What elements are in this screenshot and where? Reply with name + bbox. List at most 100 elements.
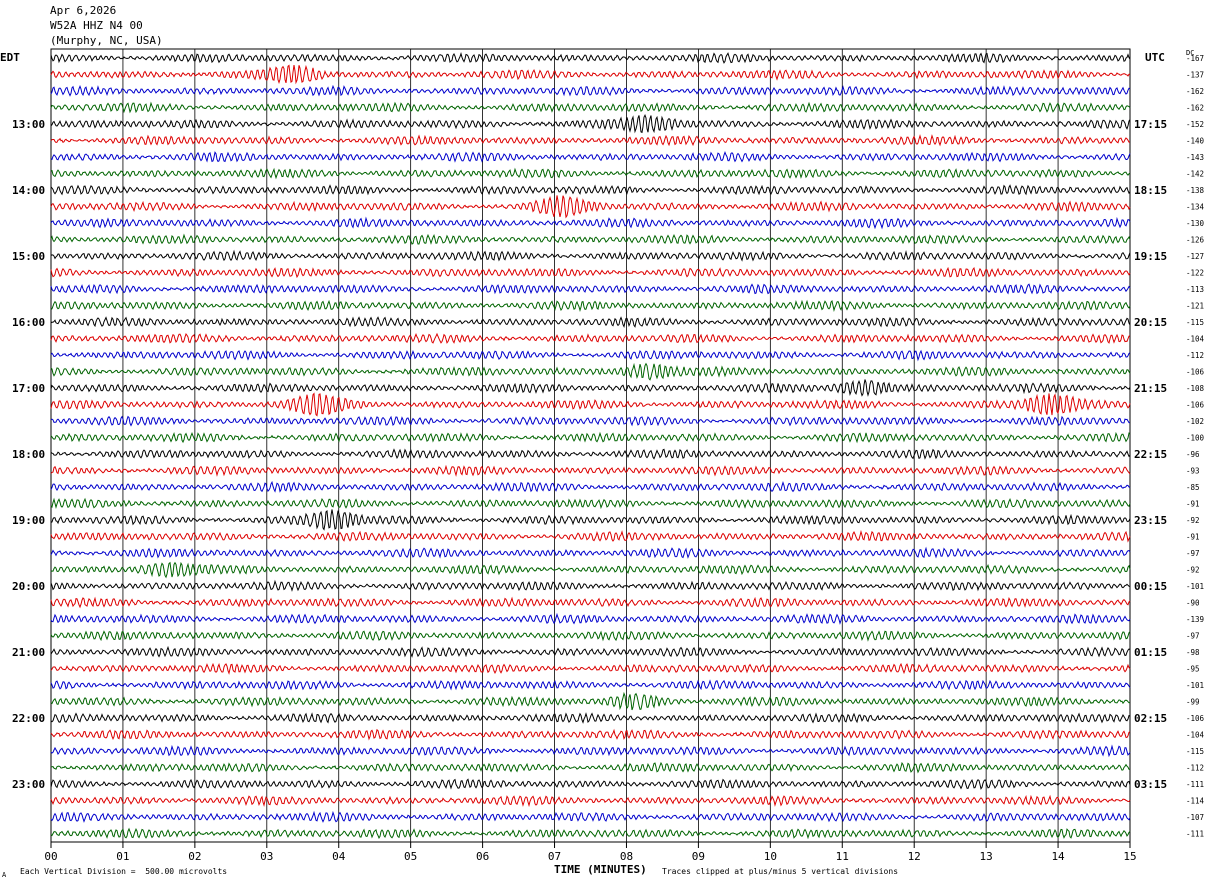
station-location: (Murphy, NC, USA) bbox=[50, 34, 163, 47]
x-tick-label: 02 bbox=[188, 850, 201, 863]
left-hour-label: 14:00 bbox=[12, 184, 45, 197]
x-tick-label: 04 bbox=[332, 850, 346, 863]
x-tick-label: 03 bbox=[260, 850, 273, 863]
seismic-trace bbox=[50, 134, 1131, 147]
seismic-trace bbox=[50, 332, 1131, 344]
dc-offset-label: -152 bbox=[1186, 120, 1204, 129]
seismic-trace bbox=[50, 84, 1131, 97]
right-hour-label: 00:15 bbox=[1134, 580, 1167, 593]
seismic-trace bbox=[50, 51, 1131, 64]
left-hour-label: 23:00 bbox=[12, 778, 45, 791]
dc-offset-label: -162 bbox=[1186, 104, 1204, 113]
dc-offset-label: -139 bbox=[1186, 615, 1204, 624]
seismic-trace bbox=[50, 529, 1131, 543]
clip-note: Traces clipped at plus/minus 5 vertical … bbox=[662, 867, 899, 876]
seismic-trace bbox=[50, 431, 1131, 444]
dc-offset-label: -143 bbox=[1186, 153, 1204, 162]
seismic-trace bbox=[50, 184, 1131, 196]
dc-label: DC bbox=[1186, 49, 1195, 57]
right-hour-label: 01:15 bbox=[1134, 646, 1167, 659]
seismic-trace bbox=[50, 216, 1131, 230]
right-hour-label: 21:15 bbox=[1134, 382, 1167, 395]
right-hour-label: 22:15 bbox=[1134, 448, 1167, 461]
dc-offset-label: -97 bbox=[1186, 549, 1200, 558]
dc-offset-label: -96 bbox=[1186, 450, 1200, 459]
x-tick-label: 06 bbox=[476, 850, 489, 863]
right-hour-label: 19:15 bbox=[1134, 250, 1167, 263]
seismic-trace bbox=[50, 691, 1131, 711]
dc-offset-label: -99 bbox=[1186, 698, 1200, 707]
left-hour-label: 22:00 bbox=[12, 712, 45, 725]
dc-offset-label: -92 bbox=[1186, 516, 1200, 525]
dc-offset-label: -130 bbox=[1186, 219, 1205, 228]
seismic-trace bbox=[50, 497, 1131, 510]
seismic-trace bbox=[50, 64, 1130, 85]
seismic-trace bbox=[50, 794, 1131, 808]
left-hour-label: 16:00 bbox=[12, 316, 45, 329]
seismic-trace bbox=[50, 744, 1131, 758]
left-hour-label: 19:00 bbox=[12, 514, 45, 527]
seismic-trace bbox=[50, 509, 1131, 531]
station-code: W52A HHZ N4 00 bbox=[50, 19, 143, 32]
dc-offset-label: -167 bbox=[1186, 54, 1204, 63]
x-tick-label: 07 bbox=[548, 850, 561, 863]
left-hour-label: 13:00 bbox=[12, 118, 45, 131]
dc-offset-label: -113 bbox=[1186, 285, 1204, 294]
scale-note: Each Vertical Division = 500.00 microvol… bbox=[20, 867, 228, 876]
dc-offset-label: -92 bbox=[1186, 566, 1200, 575]
dc-offset-label: -101 bbox=[1186, 582, 1204, 591]
dc-offset-label: -93 bbox=[1186, 467, 1200, 476]
seismic-trace bbox=[50, 645, 1131, 658]
x-axis-label: TIME (MINUTES) bbox=[554, 863, 647, 876]
seismic-trace bbox=[50, 415, 1131, 427]
seismic-trace bbox=[50, 151, 1131, 163]
dc-offset-label: -134 bbox=[1186, 203, 1205, 212]
right-hour-label: 02:15 bbox=[1134, 712, 1167, 725]
dc-offset-label: -111 bbox=[1186, 830, 1204, 839]
dc-offset-label: -106 bbox=[1186, 368, 1205, 377]
dc-offset-label: -97 bbox=[1186, 632, 1200, 641]
dc-offset-label: -142 bbox=[1186, 170, 1204, 179]
seismic-trace bbox=[50, 233, 1131, 245]
seismic-trace bbox=[50, 349, 1131, 362]
dc-offset-label: -104 bbox=[1186, 335, 1205, 344]
seismic-trace bbox=[50, 662, 1131, 675]
x-tick-label: 01 bbox=[116, 850, 129, 863]
left-hour-label: 18:00 bbox=[12, 448, 45, 461]
dc-offset-label: -102 bbox=[1186, 417, 1204, 426]
seismic-trace bbox=[50, 195, 1131, 219]
seismic-trace bbox=[50, 778, 1131, 790]
right-hour-label: 03:15 bbox=[1134, 778, 1167, 791]
dc-offset-label: -108 bbox=[1186, 384, 1205, 393]
seismic-trace bbox=[50, 480, 1131, 493]
dc-offset-label: -85 bbox=[1186, 483, 1200, 492]
seismic-trace bbox=[50, 392, 1131, 417]
dc-offset-label: -112 bbox=[1186, 351, 1204, 360]
x-tick-label: 14 bbox=[1051, 850, 1065, 863]
seismic-trace bbox=[50, 448, 1131, 460]
seismic-trace bbox=[50, 283, 1131, 295]
right-hour-label: 20:15 bbox=[1134, 316, 1167, 329]
dc-offset-label: -115 bbox=[1186, 747, 1204, 756]
dc-offset-label: -91 bbox=[1186, 533, 1200, 542]
x-tick-label: 11 bbox=[836, 850, 849, 863]
seismic-trace bbox=[50, 546, 1131, 559]
dc-offset-label: -162 bbox=[1186, 87, 1204, 96]
x-tick-label: 08 bbox=[620, 850, 633, 863]
left-hour-label: 21:00 bbox=[12, 646, 45, 659]
dc-offset-label: -126 bbox=[1186, 236, 1205, 245]
seismic-trace bbox=[50, 761, 1131, 774]
plot-frame bbox=[50, 48, 1131, 843]
dc-offset-label: -106 bbox=[1186, 714, 1205, 723]
dc-offset-label: -106 bbox=[1186, 401, 1205, 410]
seismic-trace bbox=[50, 712, 1131, 724]
dc-offset-label: -115 bbox=[1186, 318, 1204, 327]
seismic-trace bbox=[50, 630, 1131, 642]
x-tick-label: 12 bbox=[908, 850, 921, 863]
dc-offset-label: -111 bbox=[1186, 780, 1204, 789]
dc-offset-label: -122 bbox=[1186, 269, 1204, 278]
dc-offset-label: -91 bbox=[1186, 500, 1200, 509]
seismic-trace bbox=[50, 464, 1131, 477]
dc-offset-label: -127 bbox=[1186, 252, 1204, 261]
x-tick-label: 09 bbox=[692, 850, 705, 863]
